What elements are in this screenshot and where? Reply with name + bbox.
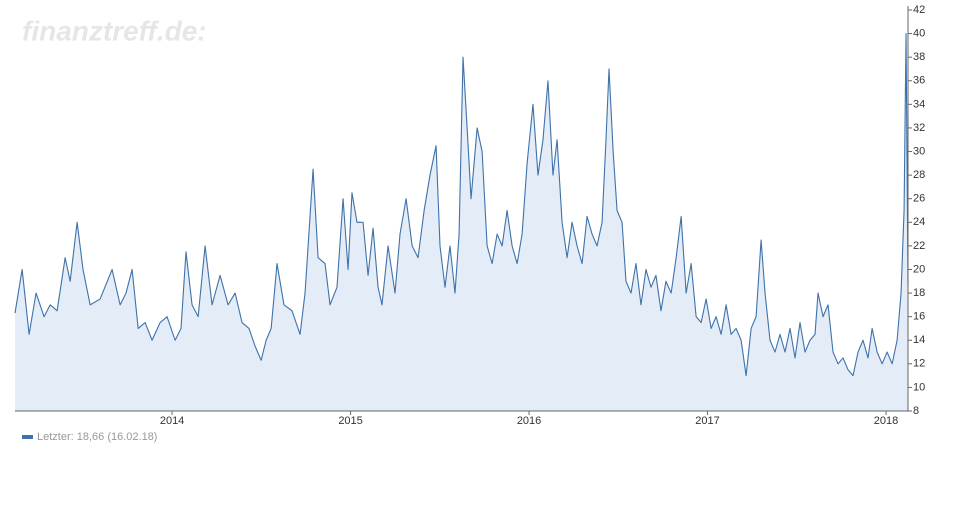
y-tick-label: 32 (913, 122, 925, 134)
watermark: finanztreff.de: (22, 15, 207, 46)
y-tick-label: 22 (913, 240, 925, 252)
y-tick-label: 42 (913, 4, 925, 16)
legend-swatch (22, 435, 33, 439)
x-tick-label: 2018 (874, 415, 898, 427)
y-tick-label: 24 (913, 216, 925, 228)
line (14, 33, 909, 377)
x-tick-label: 2015 (338, 415, 362, 427)
y-tick-label: 20 (913, 263, 925, 275)
y-tick-label: 34 (913, 98, 925, 110)
y-tick-label: 14 (913, 334, 925, 346)
x-tick-label: 2014 (160, 415, 184, 427)
y-tick-label: 38 (913, 51, 925, 63)
y-tick-label: 12 (913, 358, 925, 370)
y-tick-label: 30 (913, 145, 925, 157)
y-tick-label: 8 (913, 405, 919, 417)
y-tick-label: 16 (913, 311, 925, 323)
y-tick-label: 36 (913, 75, 925, 87)
x-tick-label: 2016 (517, 415, 541, 427)
legend-label: Letzter: 18,66 (16.02.18) (37, 431, 157, 443)
y-tick-label: 26 (913, 193, 925, 205)
x-tick-label: 2017 (695, 415, 719, 427)
y-tick-label: 18 (913, 287, 925, 299)
y-tick-label: 28 (913, 169, 925, 181)
area-fill (15, 33, 908, 412)
y-tick-label: 40 (913, 27, 925, 39)
y-tick-label: 10 (913, 381, 925, 393)
